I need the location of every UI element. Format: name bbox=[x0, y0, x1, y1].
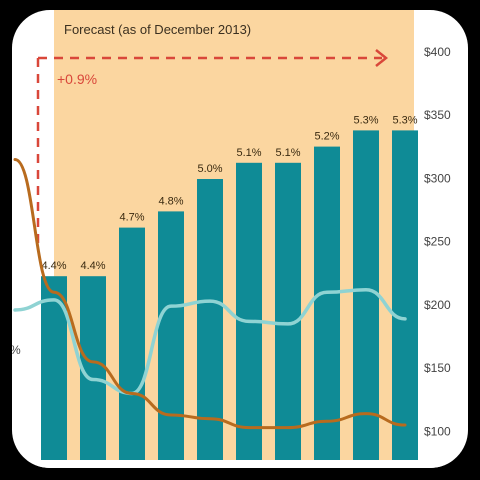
bar-value-label: 5.2% bbox=[314, 131, 339, 143]
bar-labels: 4.4% 4.4% 4.7% 4.8% 5.0% 5.1% 5.1% 5.2% 5.3% 5.3% bbox=[41, 114, 417, 272]
right-axis: $400 $350 $300 $250 $200 $150 $100 bbox=[424, 45, 451, 438]
right-axis-tick-label: $350 bbox=[424, 108, 451, 122]
forecast-arrow bbox=[36, 49, 389, 245]
bar-value-label: 4.8% bbox=[158, 195, 183, 207]
bar bbox=[158, 211, 184, 460]
bar bbox=[236, 162, 262, 461]
bar-value-label: 5.1% bbox=[236, 147, 261, 159]
right-axis-tick-label: $150 bbox=[424, 361, 451, 375]
left-axis-fragment: % bbox=[12, 343, 21, 357]
bar-value-label: 4.4% bbox=[80, 260, 105, 272]
bar bbox=[353, 130, 379, 460]
right-axis-tick-label: $100 bbox=[424, 424, 451, 438]
bar bbox=[275, 162, 301, 461]
bar bbox=[41, 276, 67, 460]
bar-value-label: 5.0% bbox=[197, 163, 222, 175]
bar-value-label: 5.3% bbox=[353, 114, 378, 126]
forecast-label: Forecast (as of December 2013) bbox=[64, 22, 251, 37]
chart-card: Forecast (as of December 2013) +0.9% % 4… bbox=[12, 10, 468, 468]
right-axis-tick-label: $200 bbox=[424, 298, 451, 312]
bar-series bbox=[41, 130, 418, 461]
bar-value-label: 4.4% bbox=[41, 260, 66, 272]
bar-value-label: 5.1% bbox=[275, 147, 300, 159]
line-series-light bbox=[13, 287, 407, 396]
line-series bbox=[13, 157, 407, 430]
arrow-head bbox=[375, 49, 389, 67]
line-series-dark bbox=[13, 157, 407, 430]
bar-value-label: 5.3% bbox=[392, 114, 417, 126]
bar-value-label: 4.7% bbox=[119, 212, 144, 224]
right-axis-tick-label: $300 bbox=[424, 171, 451, 185]
bar bbox=[392, 130, 418, 460]
right-axis-tick-label: $250 bbox=[424, 235, 451, 249]
right-axis-tick-label: $400 bbox=[424, 45, 451, 59]
plot-bottom-band bbox=[12, 460, 468, 468]
change-label: +0.9% bbox=[57, 71, 97, 87]
bar bbox=[197, 179, 223, 460]
bar bbox=[314, 146, 340, 460]
bar bbox=[119, 227, 145, 460]
forecast-chart: Forecast (as of December 2013) +0.9% % 4… bbox=[12, 10, 468, 468]
bar bbox=[80, 276, 106, 460]
